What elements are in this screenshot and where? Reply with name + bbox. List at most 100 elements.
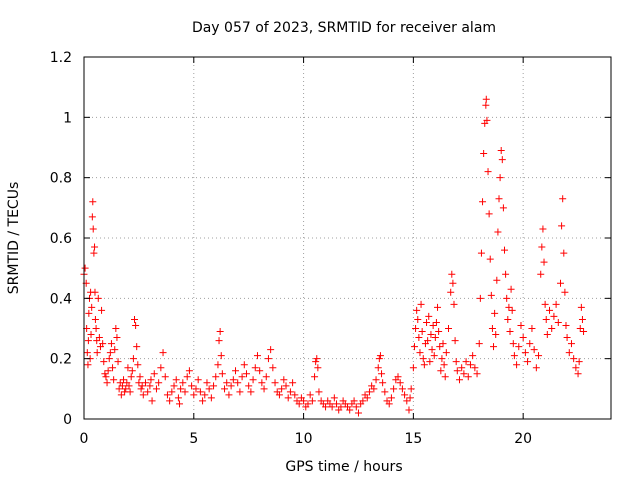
data-point (425, 312, 433, 320)
data-point (517, 321, 525, 329)
data-point (519, 334, 527, 342)
data-point (540, 258, 548, 266)
data-point (278, 385, 286, 393)
data-point (212, 373, 220, 381)
data-point (431, 334, 439, 342)
data-point (214, 361, 222, 369)
y-tick-label: 0.4 (50, 291, 72, 307)
data-point (337, 403, 345, 411)
data-point (502, 270, 510, 278)
data-point (550, 312, 558, 320)
data-point (430, 352, 438, 360)
data-point (225, 391, 233, 399)
data-point (81, 264, 89, 272)
data-point (556, 279, 564, 287)
data-point (403, 397, 411, 405)
data-point (210, 382, 218, 390)
data-point (526, 340, 534, 348)
data-point (577, 303, 585, 311)
data-point (559, 195, 567, 203)
data-point (439, 340, 447, 348)
data-point (132, 321, 140, 329)
data-point (460, 370, 468, 378)
data-point (333, 400, 341, 408)
data-point (163, 391, 171, 399)
data-point (434, 303, 442, 311)
data-point (147, 376, 155, 384)
data-point (89, 198, 97, 206)
x-tick-label: 0 (80, 431, 89, 447)
data-point (561, 288, 569, 296)
data-point (552, 300, 560, 308)
data-point (148, 397, 156, 405)
data-point (496, 174, 504, 182)
data-point (100, 358, 108, 366)
data-point (413, 306, 421, 314)
data-point (539, 225, 547, 233)
data-point (282, 382, 290, 390)
data-point (95, 334, 103, 342)
data-point (190, 391, 198, 399)
x-axis-label: GPS time / hours (285, 459, 402, 475)
data-point (286, 388, 294, 396)
data-point (107, 340, 115, 348)
data-point (240, 361, 248, 369)
data-point (407, 385, 415, 393)
data-point (300, 397, 308, 405)
data-point (363, 394, 371, 402)
data-point (249, 376, 257, 384)
y-tick-label: 0.6 (50, 231, 72, 247)
data-point (253, 352, 261, 360)
data-point (311, 373, 319, 381)
tick-labels: 0 0.2 0.4 0.6 0.8 1 1.2 0 5 10 15 20 (50, 50, 532, 447)
data-point (374, 364, 382, 372)
data-point (110, 376, 118, 384)
data-point (503, 294, 511, 302)
data-point (365, 388, 373, 396)
data-point (166, 397, 174, 405)
y-axis-label: SRMTID / TECUs (6, 182, 22, 295)
data-point (476, 294, 484, 302)
data-point (137, 385, 145, 393)
data-point (354, 409, 362, 417)
data-point (381, 388, 389, 396)
data-point (280, 376, 288, 384)
data-point (83, 349, 91, 357)
data-point (188, 382, 196, 390)
data-point (507, 285, 515, 293)
data-point (217, 352, 225, 360)
data-point (480, 150, 488, 158)
data-point (491, 309, 499, 317)
data-point (409, 364, 417, 372)
data-point (93, 349, 101, 357)
data-point (91, 315, 99, 323)
data-point (548, 325, 556, 332)
data-point (406, 394, 414, 402)
data-point (146, 382, 154, 390)
data-point (90, 249, 98, 257)
data-point (94, 294, 102, 302)
data-point (105, 355, 113, 363)
data-point (435, 328, 443, 336)
data-point (576, 325, 584, 332)
data-point (440, 361, 448, 369)
data-point (410, 343, 418, 351)
data-point (229, 376, 237, 384)
data-point (315, 388, 323, 396)
data-point (535, 352, 543, 360)
data-point (528, 325, 536, 332)
data-point (452, 358, 460, 366)
data-point (359, 397, 367, 405)
x-tick-label: 15 (404, 431, 422, 447)
data-point (469, 352, 477, 360)
data-point (479, 198, 487, 206)
data-point (150, 370, 158, 378)
data-point (161, 373, 169, 381)
data-point (387, 394, 395, 402)
data-point (414, 315, 422, 323)
data-point (106, 349, 114, 357)
data-point (499, 204, 507, 212)
data-point (216, 328, 224, 336)
data-point (133, 343, 141, 351)
data-point (185, 367, 193, 375)
